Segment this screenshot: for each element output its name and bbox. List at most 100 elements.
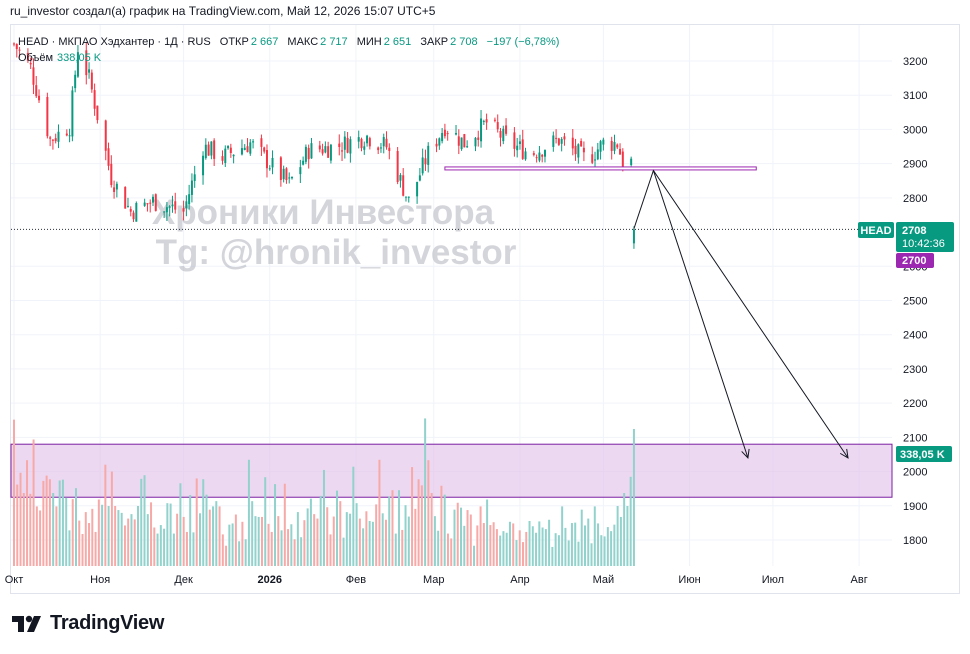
volume-bar [244, 539, 247, 566]
candle-body [165, 207, 168, 213]
volume-bar [123, 525, 126, 566]
tradingview-footer[interactable]: TradingView [12, 612, 164, 635]
candle-body [193, 174, 196, 181]
candle-body [443, 129, 446, 137]
y-tick-label: 2900 [903, 159, 927, 171]
x-tick-label: Мар [423, 574, 445, 586]
volume-value-label: 338,05 K [900, 449, 945, 461]
candle-body [135, 203, 138, 222]
volume-bar [577, 541, 580, 566]
volume-bar [593, 506, 596, 566]
volume-bar [486, 499, 489, 566]
volume-bar [365, 511, 368, 566]
volume-bar [610, 531, 613, 566]
candle-body [524, 151, 527, 160]
candle-body [482, 120, 485, 122]
candle-body [438, 138, 441, 146]
candle-body [124, 186, 127, 209]
candle-body [249, 142, 252, 154]
x-tick-label: Май [593, 574, 615, 586]
candle-body [243, 147, 246, 151]
volume-bar [306, 508, 309, 566]
legend-symbol: HEAD · МКПАО Хэдхантер · 1Д · RUS [18, 36, 211, 48]
volume-bar [153, 527, 156, 566]
volume-bar [567, 540, 570, 566]
legend-low-value: 2 651 [383, 36, 412, 48]
volume-bar [564, 527, 567, 566]
candle-body [46, 96, 49, 137]
volume-bar [482, 523, 485, 566]
candle-body [455, 133, 458, 135]
candle-body [126, 205, 129, 207]
chart-frame[interactable] [10, 24, 960, 594]
legend-change: −197 (−6,78%) [486, 36, 560, 48]
volume-bars [13, 418, 635, 566]
volume-bar [368, 521, 371, 566]
candle-body [388, 147, 391, 152]
volume-bar [522, 542, 525, 566]
candle-body [74, 74, 77, 89]
candle-body [279, 157, 282, 180]
candle-body [265, 150, 268, 169]
volume-bar [443, 494, 446, 566]
candle-body [90, 72, 93, 90]
x-tick-label: Июн [678, 574, 700, 586]
support-line [444, 166, 757, 171]
volume-bar [332, 516, 335, 566]
candle-body [213, 140, 216, 159]
candle-body [460, 137, 463, 150]
x-tick-label: Апр [510, 574, 529, 586]
volume-bar [606, 527, 609, 566]
candle-body [310, 143, 313, 159]
candle-body [246, 146, 249, 153]
candle-body [174, 201, 177, 210]
volume-bar [120, 512, 123, 566]
volume-bar [26, 460, 29, 566]
volume-bar [580, 509, 583, 566]
candle-body [421, 157, 424, 174]
candle-body [591, 154, 594, 163]
candle-body [396, 151, 399, 182]
volume-bar [257, 516, 260, 566]
candle-body [343, 136, 346, 150]
volume-bar [74, 488, 77, 566]
volume-bar [508, 521, 511, 566]
candle-body [182, 208, 185, 212]
volume-bar [518, 530, 521, 566]
chart-caption: ru_investor создал(а) график на TradingV… [10, 4, 436, 18]
y-tick-label: 2300 [903, 364, 927, 376]
volume-bar [260, 516, 263, 566]
candle-body [221, 156, 224, 161]
candle-body [271, 157, 274, 168]
volume-bar [267, 523, 270, 566]
candle-body [227, 145, 230, 149]
candle-body [85, 50, 88, 76]
volume-bar [349, 513, 352, 566]
volume-bar [336, 490, 339, 566]
legend-close-label: ЗАКР [420, 36, 449, 48]
x-tick-label: Дек [174, 574, 193, 586]
candle-body [560, 138, 563, 144]
volume-bar [296, 512, 299, 566]
volume-bar [84, 512, 87, 566]
candle-body [288, 177, 291, 179]
candle-body [594, 159, 597, 161]
last-price-tag [896, 222, 954, 252]
candle-body [321, 149, 324, 154]
candle-body [485, 119, 488, 123]
x-tick-label: Авг [851, 574, 868, 586]
y-tick-label: 1800 [903, 535, 927, 547]
volume-bar [632, 428, 635, 566]
volume-bar [404, 505, 407, 566]
volume-bar [358, 518, 361, 566]
candle-body [13, 43, 15, 45]
candle-body [474, 137, 477, 147]
candle-body [516, 145, 519, 151]
volume-bar [342, 537, 345, 566]
candle-body [329, 144, 332, 161]
candle-body [596, 149, 599, 160]
volume-value-tag [896, 446, 952, 462]
volume-bar [22, 493, 25, 566]
volume-bar [228, 524, 231, 566]
